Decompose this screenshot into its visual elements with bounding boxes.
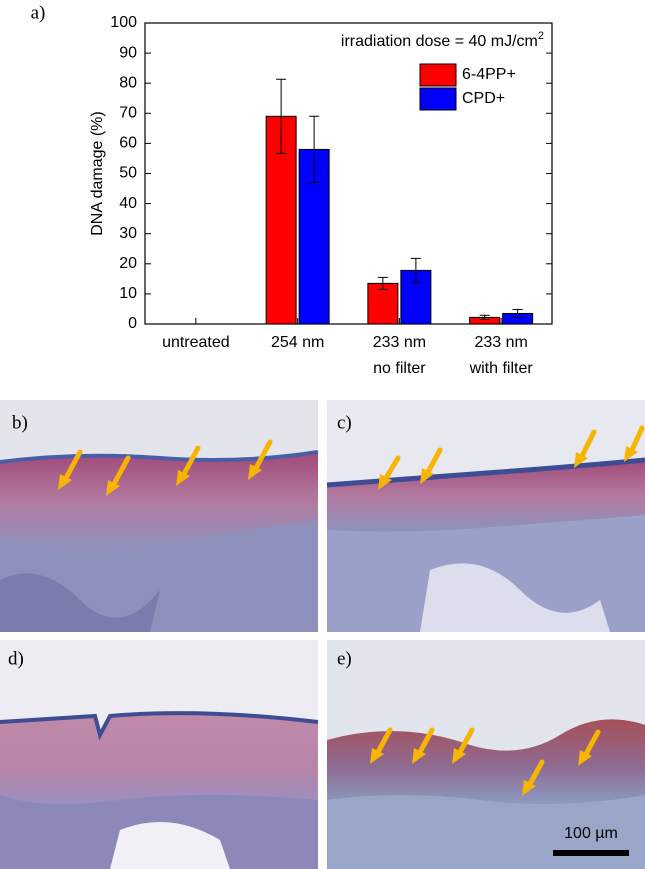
y-tick-label: 70 — [119, 105, 137, 122]
legend-label: CPD+ — [462, 90, 505, 107]
y-tick-label: 10 — [119, 285, 137, 302]
y-tick-label: 50 — [119, 165, 137, 182]
error-bar — [410, 257, 421, 283]
x-tick-label: 233 nm — [373, 334, 426, 351]
panel-label: a) — [31, 2, 46, 23]
annotation-text: irradiation dose = 40 mJ/cm — [341, 33, 538, 50]
panel-label: d) — [8, 648, 24, 669]
legend-swatch — [419, 63, 457, 87]
scale-bar-label: 100 µm — [564, 825, 618, 842]
micrograph — [0, 400, 319, 632]
micrograph — [326, 400, 645, 632]
error-bar — [377, 276, 388, 290]
panel-label: e) — [337, 648, 352, 669]
y-tick-label: 80 — [119, 74, 137, 91]
annotation: irradiation dose = 40 mJ/cm2 — [341, 30, 544, 50]
bar — [367, 282, 399, 325]
error-bar — [309, 115, 320, 184]
x-tick-label: no filter — [373, 360, 426, 377]
micrograph — [0, 640, 319, 869]
x-tick-label: 233 nm — [474, 334, 527, 351]
error-bar — [479, 314, 490, 320]
legend-swatch — [419, 87, 457, 111]
error-bar — [276, 78, 287, 154]
y-tick-label: 90 — [119, 44, 137, 61]
error-bar — [512, 309, 523, 318]
y-tick-label: 0 — [128, 315, 137, 332]
panel-label: c) — [337, 412, 352, 433]
y-axis-label: DNA damage (%) — [89, 111, 106, 236]
y-tick-label: 30 — [119, 225, 137, 242]
y-tick-label: 100 — [110, 14, 137, 31]
y-tick-label: 60 — [119, 135, 137, 152]
scale-bar — [553, 850, 629, 856]
x-tick-label: with filter — [469, 360, 534, 377]
micrograph — [327, 640, 645, 869]
legend-label: 6-4PP+ — [462, 66, 516, 83]
x-tick-label: untreated — [162, 334, 230, 351]
y-tick-label: 40 — [119, 195, 137, 212]
panel-label: b) — [12, 412, 28, 433]
annotation-sup: 2 — [538, 30, 544, 42]
y-tick-label: 20 — [119, 255, 137, 272]
x-tick-label: 254 nm — [271, 334, 324, 351]
